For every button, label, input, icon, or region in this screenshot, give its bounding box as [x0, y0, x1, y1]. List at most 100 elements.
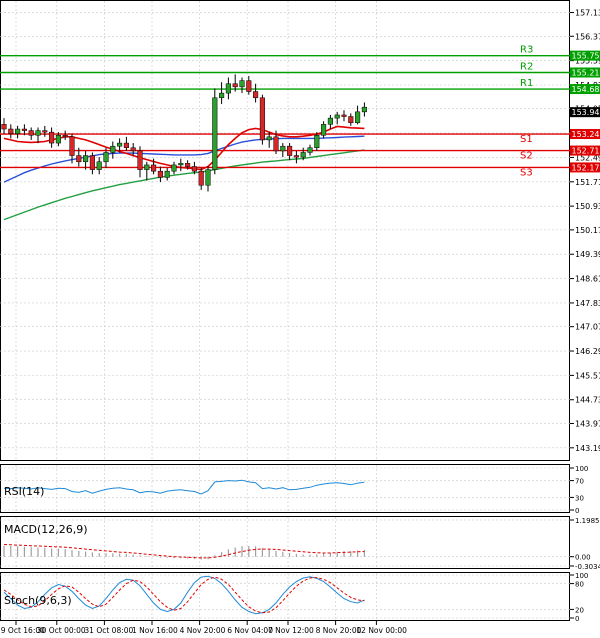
candle-body	[361, 106, 367, 113]
candle-body	[293, 155, 299, 158]
level-name-r3: R3	[520, 45, 533, 56]
macd-signal-line	[3, 544, 365, 559]
candle-body	[35, 130, 41, 136]
candle-body	[96, 161, 102, 170]
time-tick-label: 4 Nov 20:00	[180, 626, 226, 635]
sub-tick-label: 100	[575, 572, 588, 580]
candle-body	[15, 128, 21, 134]
ma-slow-line	[3, 149, 365, 221]
price-tick-label: 151.710	[575, 178, 600, 187]
level-name-s2: S2	[520, 151, 533, 162]
candlesticks	[1, 74, 367, 192]
candle-body	[171, 164, 177, 172]
sub-tick-label: 0.00	[575, 554, 591, 562]
price-panel-frame	[0, 0, 570, 461]
rsi-panel: 100 70 30 0 RSI(14)	[0, 464, 588, 515]
sub-tick-label: 20	[575, 606, 584, 614]
level-price-box	[570, 162, 600, 173]
time-tick-label: 8 Nov 20:00	[316, 626, 362, 635]
candle-body	[137, 150, 143, 170]
candle-body	[117, 142, 123, 147]
candle-body	[151, 164, 157, 172]
current-price-label: 153.944	[572, 108, 600, 117]
candle-body	[123, 142, 129, 149]
time-tick-label: 30 Oct 00:00	[37, 626, 86, 635]
level-price-label: 154.680	[572, 85, 600, 94]
candle-body	[157, 170, 163, 178]
macd-axis-ticks: 1.1985 0.00-0.3034	[570, 517, 600, 571]
candle-body	[327, 117, 333, 125]
price-tick-label: 150.930	[575, 202, 600, 211]
candle-body	[259, 97, 265, 141]
candle-body	[76, 155, 82, 163]
rsi-panel-frame	[0, 464, 570, 513]
candle-body	[1, 124, 7, 130]
price-tick-label: 144.730	[575, 396, 600, 405]
rsi-axis-ticks: 100 70 30 0	[570, 465, 588, 515]
price-tick-label: 152.490	[575, 153, 600, 162]
candle-body	[219, 92, 225, 99]
candle-body	[212, 97, 218, 170]
price-tick-label: 156.370	[575, 32, 600, 41]
candle-body	[185, 163, 191, 167]
level-price-box	[570, 145, 600, 156]
time-tick-label: 7 Nov 12:00	[268, 626, 314, 635]
sub-tick-label: 1.1985	[575, 517, 600, 525]
stoch-panel-frame	[0, 572, 570, 621]
candle-body	[205, 169, 211, 186]
ma-mid-line	[3, 135, 365, 183]
candle-body	[42, 130, 48, 133]
time-tick-label: 29 Oct 16:00	[0, 626, 45, 635]
price-grid	[0, 1, 570, 620]
sub-tick-label: 0	[575, 615, 579, 623]
level-price-label: 152.710	[572, 147, 600, 156]
candle-body	[62, 135, 68, 138]
time-tick-label: 6 Nov 04:00	[227, 626, 273, 635]
candle-body	[103, 152, 109, 163]
price-tick-label: 146.290	[575, 347, 600, 356]
candle-body	[266, 136, 272, 141]
pivot-levels: R3 155.750 R2 155.210 R1 154.680 S1 153.240 S2 15…	[0, 45, 600, 178]
candle-body	[307, 147, 313, 153]
sub-tick-label: 80	[575, 581, 584, 589]
candle-body	[314, 135, 320, 149]
level-name-s1: S1	[520, 134, 533, 145]
candle-body	[49, 131, 55, 144]
candle-body	[28, 130, 34, 136]
candle-body	[83, 155, 89, 163]
candle-body	[144, 164, 150, 170]
sub-tick-label: 0	[575, 507, 579, 515]
sub-tick-label: 30	[575, 494, 584, 502]
rsi-grid	[0, 467, 570, 511]
candle-body	[348, 116, 354, 124]
sub-tick-label: -0.3034	[575, 563, 600, 571]
candle-body	[355, 111, 361, 124]
candle-body	[55, 135, 61, 144]
sub-tick-label: 100	[575, 465, 588, 473]
candle-body	[110, 145, 116, 153]
macd-grid	[0, 519, 570, 567]
candle-body	[225, 83, 231, 94]
candle-body	[191, 166, 197, 172]
macd-signal-series	[3, 544, 365, 559]
candle-body	[198, 170, 204, 186]
level-name-r2: R2	[520, 62, 533, 73]
candle-body	[253, 91, 259, 99]
stoch-signal-line	[3, 576, 365, 614]
level-price-box	[570, 50, 600, 61]
price-tick-label: 150.170	[575, 226, 600, 235]
macd-panel-frame	[0, 516, 570, 569]
price-tick-label: 148.610	[575, 275, 600, 284]
candle-body	[164, 170, 170, 178]
price-panel: 157.130156.370155.590154.810154.050153.2…	[0, 0, 600, 620]
time-tick-label: 12 Nov 00:00	[356, 626, 407, 635]
candle-body	[246, 80, 252, 92]
macd-panel: 1.1985 0.00-0.3034 MACD(12,26,9)	[0, 516, 600, 571]
candle-body	[69, 136, 75, 156]
candle-body	[89, 155, 95, 170]
candle-body	[300, 152, 306, 158]
level-price-label: 155.750	[572, 52, 600, 61]
